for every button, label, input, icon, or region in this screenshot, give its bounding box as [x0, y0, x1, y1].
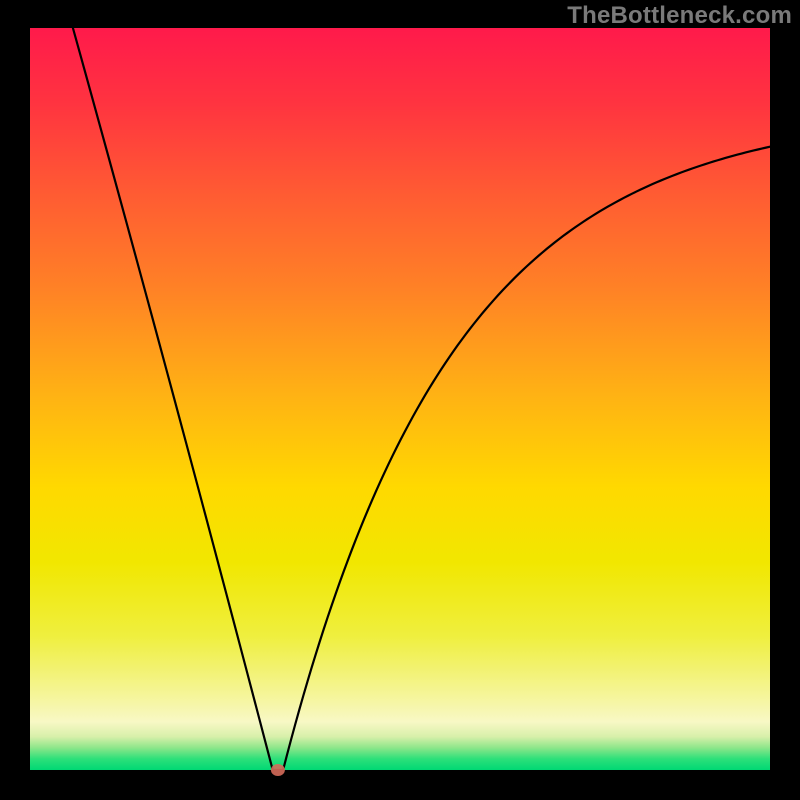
watermark-text: TheBottleneck.com	[567, 2, 792, 30]
chart-container: TheBottleneck.com	[0, 0, 800, 800]
bottleneck-chart	[0, 0, 800, 800]
plot-background	[30, 28, 770, 770]
minimum-marker	[271, 764, 285, 776]
